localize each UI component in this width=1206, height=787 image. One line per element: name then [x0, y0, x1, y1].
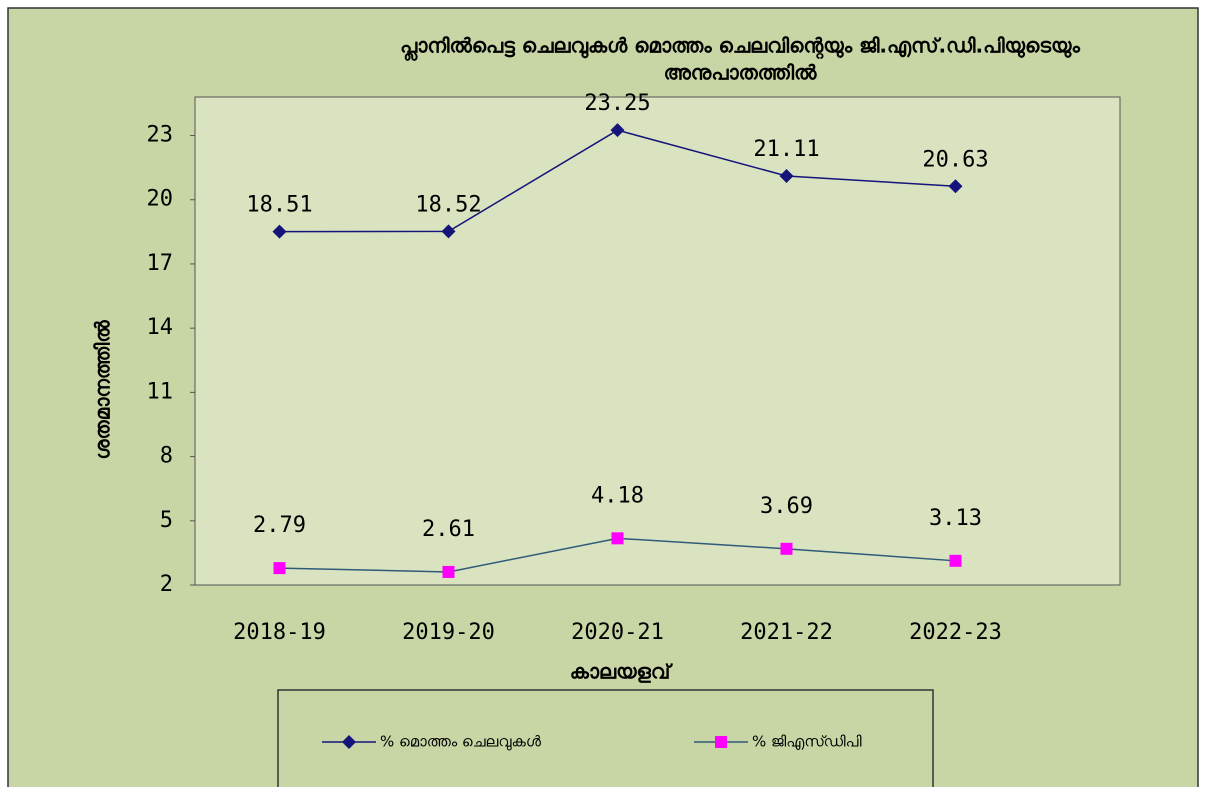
marker	[342, 735, 356, 749]
y-tick-label: 14	[147, 315, 174, 340]
data-label: 2.79	[253, 513, 306, 538]
marker	[611, 532, 624, 545]
marker	[780, 542, 793, 555]
marker	[949, 554, 962, 567]
x-tick-label: 2022-23	[909, 620, 1002, 645]
y-tick-label: 8	[160, 444, 173, 469]
y-tick-label: 23	[147, 123, 174, 148]
legend-label: % മൊത്തം ചെലവുകൾ	[380, 733, 542, 752]
marker	[779, 168, 794, 183]
marker	[272, 224, 287, 239]
data-label: 20.63	[922, 147, 988, 172]
marker	[442, 565, 455, 578]
marker	[715, 736, 727, 748]
marker	[273, 562, 286, 575]
plot-area	[194, 96, 1121, 586]
data-label: 21.11	[753, 137, 819, 162]
chart-title: പ്ലാനിൽപെട്ട ചെലവുകൾ മൊത്തം ചെലവിന്റെയും…	[400, 34, 1080, 62]
data-label: 4.18	[591, 483, 644, 508]
data-label: 18.52	[415, 192, 481, 217]
legend-label: % ജിഎസ്ഡിപി	[752, 733, 862, 751]
chart-subtitle: അനുപാതത്തിൽ	[664, 61, 817, 85]
y-axis-label: ശതമാനത്തിൽ	[91, 320, 115, 460]
x-tick-label: 2019-20	[402, 620, 495, 645]
y-tick-label: 5	[160, 508, 173, 533]
x-axis-label: കാലയളവ്	[570, 660, 674, 684]
y-tick-label: 2	[160, 572, 173, 597]
marker	[948, 179, 963, 194]
y-tick-label: 17	[147, 251, 174, 276]
data-label: 3.13	[929, 506, 982, 531]
y-tick-label: 11	[147, 379, 174, 404]
x-tick-label: 2020-21	[571, 620, 664, 645]
data-label: 2.61	[422, 517, 475, 542]
y-tick-label: 20	[147, 187, 174, 212]
marker	[610, 123, 625, 138]
legend	[277, 689, 934, 787]
x-tick-label: 2021-22	[740, 620, 833, 645]
data-label: 18.51	[246, 193, 312, 218]
data-label: 23.25	[584, 91, 650, 116]
marker	[441, 224, 456, 239]
x-tick-label: 2018-19	[233, 620, 326, 645]
data-label: 3.69	[760, 494, 813, 519]
